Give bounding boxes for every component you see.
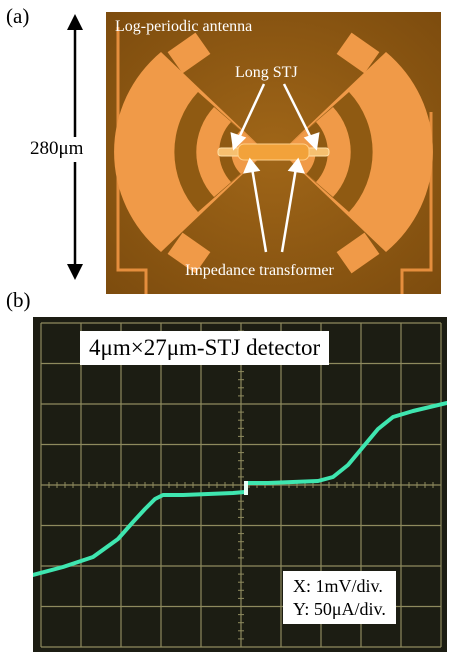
long-stj-label: Long STJ [235,64,298,81]
iv-trace [33,490,247,577]
antenna-micrograph: Log-periodic antenna Long STJ Impedance … [106,12,441,294]
panel-label-a: (a) [6,4,30,28]
panel-label-b: (b) [6,288,31,312]
x-scale-setting: X: 1mV/div. [293,576,383,596]
impedance-transformer-label: Impedance transformer [185,262,334,279]
detector-title: 4μm×27μm-STJ detector [80,331,330,365]
scope-settings-box: X: 1mV/div. Y: 50μA/div. [283,571,396,624]
antenna-title: Log-periodic antenna [115,18,253,35]
y-scale-setting: Y: 50μA/div. [293,598,386,619]
scale-dimension-label: 280μm [30,137,84,162]
oscilloscope-screen: 4μm×27μm-STJ detector X: 1mV/div. Y: 50μ… [33,317,447,652]
antenna-drawing [106,12,441,294]
iv-trace [245,401,447,485]
